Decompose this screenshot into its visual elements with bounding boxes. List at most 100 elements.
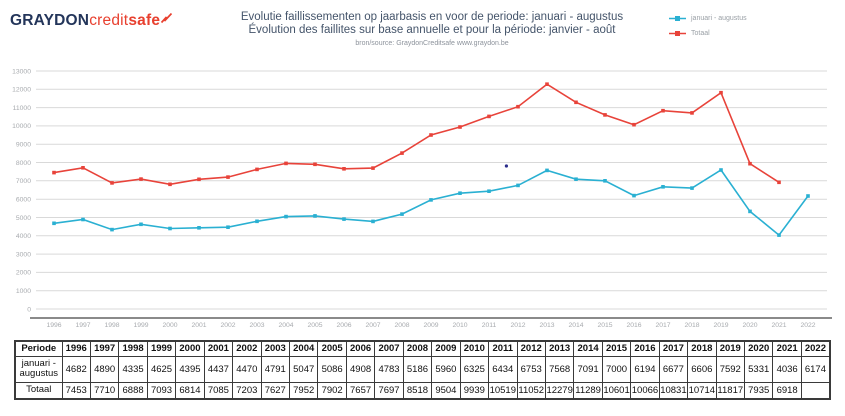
table-row-label: Totaal xyxy=(14,381,63,400)
logo-graydon-text: GRAYDON xyxy=(10,12,90,29)
table-cell: 6434 xyxy=(488,355,518,383)
table-cell: 10519 xyxy=(488,381,518,400)
table-header-cell: 1997 xyxy=(89,340,120,357)
logo-safe-text: safe xyxy=(128,12,161,29)
svg-text:2006: 2006 xyxy=(336,322,351,329)
table-header-cell: 2018 xyxy=(687,340,717,357)
svg-text:7000: 7000 xyxy=(16,178,31,185)
table-cell: 6325 xyxy=(459,355,490,383)
svg-text:2015: 2015 xyxy=(597,322,612,329)
svg-text:11000: 11000 xyxy=(13,105,32,112)
legend-item-totaal: Totaal xyxy=(669,26,747,41)
svg-text:12000: 12000 xyxy=(12,87,31,94)
table-header-cell: 2022 xyxy=(800,340,831,357)
table-cell: 4470 xyxy=(232,355,262,383)
data-table: Periode 1996 1997 1998 1999 2000 2001 2002 2003 2… xyxy=(14,340,831,400)
table-cell: 10831 xyxy=(658,381,689,400)
svg-text:2018: 2018 xyxy=(684,322,699,329)
table-cell: 10066 xyxy=(630,381,660,400)
svg-text:1999: 1999 xyxy=(133,322,148,329)
table-cell: 7952 xyxy=(288,381,319,400)
table-cell: 4437 xyxy=(203,355,234,383)
table-header-cell: 2000 xyxy=(175,340,205,357)
table-cell: 7091 xyxy=(573,355,603,383)
table-cell: 4335 xyxy=(118,355,148,383)
table-cell: 6174 xyxy=(800,355,831,383)
table-cell: 6814 xyxy=(175,381,205,400)
table-cell: 9504 xyxy=(431,381,461,400)
table-header-cell: 2003 xyxy=(260,340,291,357)
svg-text:2016: 2016 xyxy=(626,322,641,329)
table-cell: 7902 xyxy=(317,381,347,400)
table-cell: 7453 xyxy=(61,381,91,400)
svg-text:3000: 3000 xyxy=(16,251,31,258)
table-cell: 4791 xyxy=(260,355,291,383)
table-header-cell: 2017 xyxy=(658,340,689,357)
svg-text:8000: 8000 xyxy=(16,160,31,167)
table-header-cell: 2010 xyxy=(459,340,490,357)
table-row-label: januari - augustus xyxy=(14,355,63,383)
table-header-cell: 2020 xyxy=(743,340,774,357)
table-cell: 4395 xyxy=(175,355,205,383)
svg-text:2000: 2000 xyxy=(162,322,177,329)
svg-text:0: 0 xyxy=(27,306,31,313)
table-cell: 10714 xyxy=(687,381,717,400)
table-cell: 7627 xyxy=(260,381,291,400)
table-cell xyxy=(800,381,831,400)
table-cell: 4036 xyxy=(772,355,802,383)
table-header-cell: 2014 xyxy=(573,340,603,357)
svg-text:2007: 2007 xyxy=(365,322,380,329)
table-header-cell: 2006 xyxy=(345,340,376,357)
table-cell: 7710 xyxy=(89,381,120,400)
table-cell: 5331 xyxy=(743,355,774,383)
svg-text:2020: 2020 xyxy=(742,322,757,329)
table-cell: 6606 xyxy=(687,355,717,383)
svg-text:2009: 2009 xyxy=(423,322,438,329)
logo-swoosh-icon xyxy=(161,12,173,23)
table-cell: 6918 xyxy=(772,381,802,400)
table-cell: 6888 xyxy=(118,381,148,400)
table-cell: 7592 xyxy=(715,355,746,383)
svg-text:2019: 2019 xyxy=(713,322,728,329)
table-cell: 11817 xyxy=(715,381,746,400)
svg-text:4000: 4000 xyxy=(16,233,31,240)
table-cell: 5086 xyxy=(317,355,347,383)
table-cell: 12279 xyxy=(544,381,575,400)
table-header-cell: 2015 xyxy=(601,340,632,357)
table-cell: 7093 xyxy=(146,381,177,400)
table-cell: 5186 xyxy=(402,355,433,383)
svg-text:2002: 2002 xyxy=(220,322,235,329)
svg-text:1000: 1000 xyxy=(16,288,31,295)
table-cell: 7657 xyxy=(345,381,376,400)
table-cell: 10601 xyxy=(601,381,632,400)
svg-text:2017: 2017 xyxy=(655,322,670,329)
table-cell: 7935 xyxy=(743,381,774,400)
svg-text:2022: 2022 xyxy=(800,322,815,329)
table-header-cell: 1998 xyxy=(118,340,148,357)
svg-text:2003: 2003 xyxy=(249,322,264,329)
svg-text:2012: 2012 xyxy=(510,322,525,329)
table-header-cell: 2013 xyxy=(544,340,575,357)
chart-source: bron/source: GraydonCreditsafe www.grayd… xyxy=(355,40,509,47)
svg-text:2008: 2008 xyxy=(394,322,409,329)
svg-text:5000: 5000 xyxy=(16,215,31,222)
table-header-cell: 2011 xyxy=(488,340,518,357)
table-header-cell: 2012 xyxy=(516,340,546,357)
table-cell: 6753 xyxy=(516,355,546,383)
table-cell: 5047 xyxy=(288,355,319,383)
legend-marker-icon xyxy=(669,31,686,36)
table-cell: 8518 xyxy=(402,381,433,400)
svg-text:2010: 2010 xyxy=(452,322,467,329)
table-cell: 7085 xyxy=(203,381,234,400)
svg-text:13000: 13000 xyxy=(12,68,31,75)
table-header-row: Periode 1996 1997 1998 1999 2000 2001 2002 2003 2… xyxy=(14,340,831,357)
table-header-cell: 2019 xyxy=(715,340,746,357)
table-header-cell: 2009 xyxy=(431,340,461,357)
svg-text:2011: 2011 xyxy=(482,322,497,329)
chart-legend: januari - augustus Totaal xyxy=(669,11,747,41)
table-cell: 9939 xyxy=(459,381,490,400)
table-header-cell: 2004 xyxy=(288,340,319,357)
svg-text:1997: 1997 xyxy=(75,322,90,329)
legend-item-januari-augustus: januari - augustus xyxy=(669,11,747,26)
